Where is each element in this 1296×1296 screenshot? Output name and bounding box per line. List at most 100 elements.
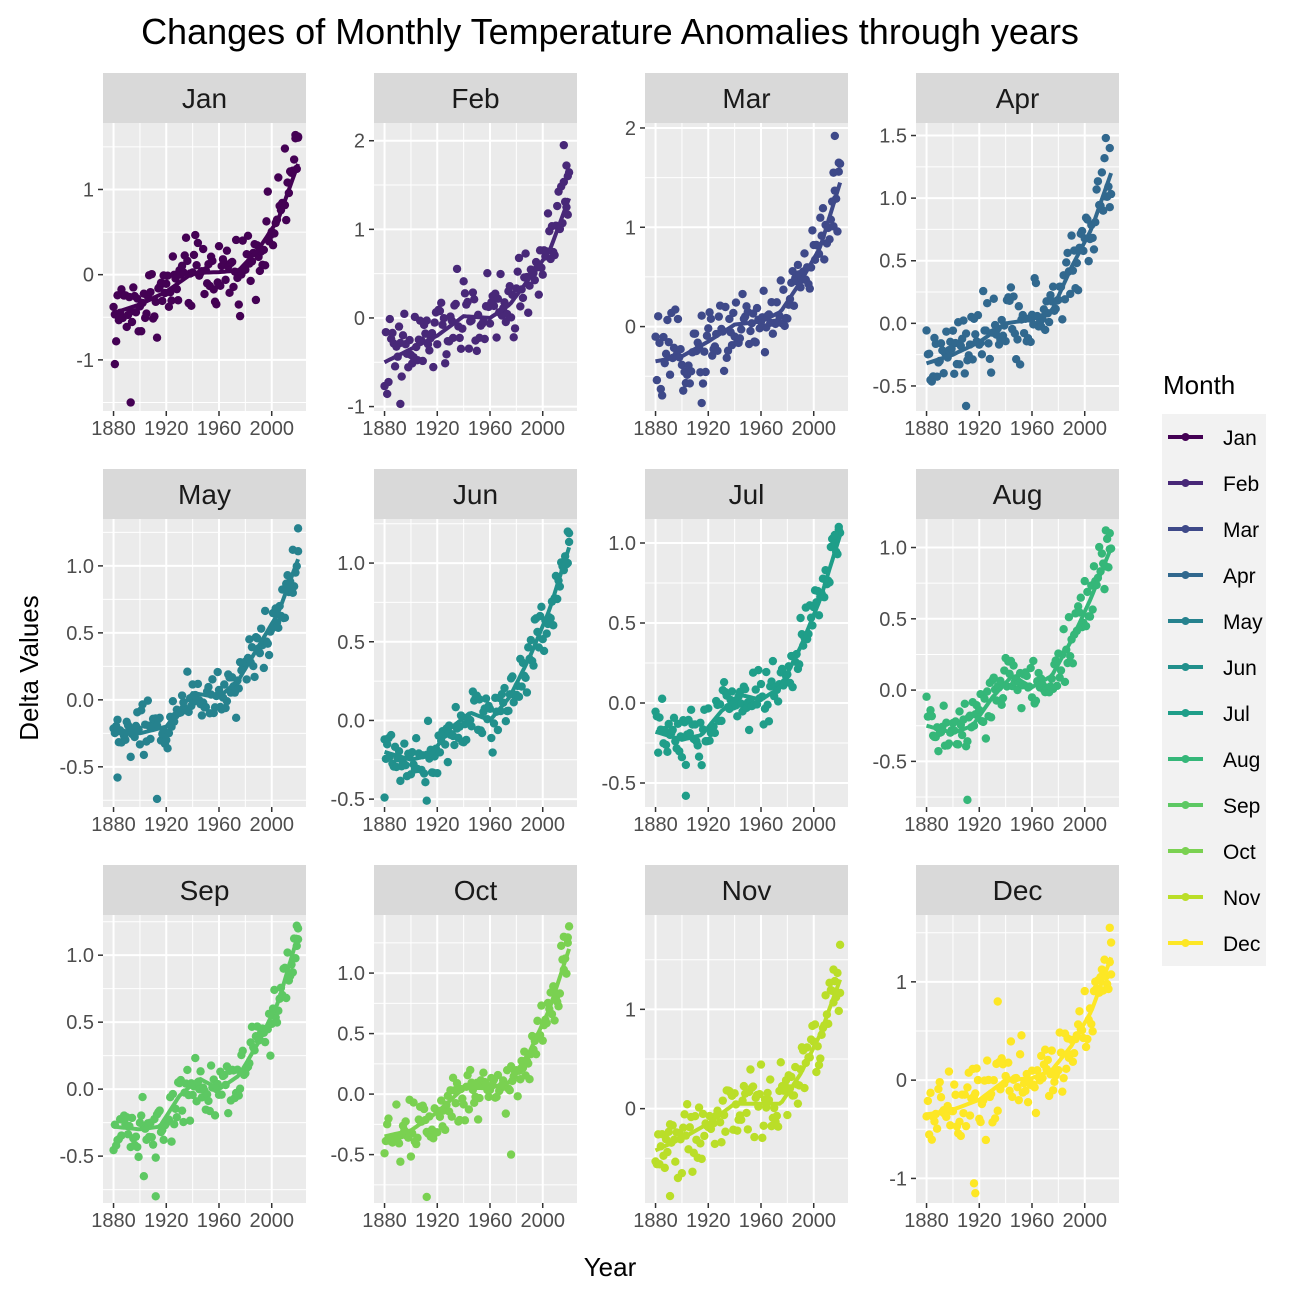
facet-strip (374, 469, 577, 519)
data-point (960, 369, 969, 378)
data-point (521, 673, 530, 683)
panel-background (916, 123, 1119, 411)
data-point (772, 298, 782, 307)
data-point (529, 661, 538, 670)
data-point (957, 730, 967, 740)
facet-panel-jun: Jun 1880 1920 1960 2000 -0.5 0.0 0.5 1.0 (331, 469, 577, 836)
data-point (982, 299, 992, 308)
data-point (693, 741, 702, 750)
data-point (729, 308, 738, 318)
data-point (1077, 226, 1087, 236)
data-point (777, 664, 787, 674)
data-point (1088, 1027, 1097, 1036)
data-point (516, 302, 525, 311)
data-point (539, 646, 549, 656)
panel-background (916, 915, 1119, 1203)
data-point (554, 1002, 563, 1011)
data-point (488, 748, 497, 757)
data-point (735, 334, 745, 343)
data-point (185, 1116, 195, 1125)
legend-background (1162, 414, 1266, 966)
data-point (1054, 1066, 1063, 1075)
data-point (829, 168, 838, 177)
data-point (759, 1121, 768, 1130)
data-point (956, 1131, 966, 1141)
data-point (751, 338, 760, 347)
data-point (1006, 283, 1016, 292)
x-tick-label: 1960 (1010, 814, 1055, 836)
data-point (550, 1016, 559, 1025)
legend-label: Feb (1223, 473, 1259, 496)
data-point (1014, 302, 1024, 311)
data-point (1084, 256, 1093, 266)
data-point (469, 295, 479, 304)
data-point (1006, 1037, 1016, 1046)
data-point (139, 750, 149, 760)
data-point (816, 213, 825, 222)
data-point (443, 757, 453, 767)
data-point (1067, 231, 1076, 240)
data-point (109, 302, 118, 312)
data-point (216, 281, 225, 290)
data-point (1069, 1048, 1079, 1058)
data-point (982, 687, 992, 696)
data-point (429, 362, 438, 372)
data-point (242, 675, 251, 684)
data-point (812, 1067, 821, 1077)
data-point (384, 1114, 393, 1123)
data-point (830, 530, 840, 540)
data-point (212, 300, 221, 309)
data-point (656, 384, 666, 394)
data-point (168, 1089, 178, 1099)
y-tick-label: 1.0 (66, 945, 94, 967)
data-point (677, 1168, 687, 1178)
legend-label: Sep (1223, 795, 1260, 818)
data-point (671, 1157, 680, 1166)
data-point (1047, 1046, 1056, 1055)
data-point (760, 348, 770, 357)
legend-item-sep: Sep (1168, 795, 1260, 818)
facet-panel-jul: Jul 1880 1920 1960 2000 -0.5 0.0 0.5 1.0 (602, 469, 848, 836)
data-point (464, 344, 474, 353)
facet-strip-label: Jul (729, 479, 765, 510)
data-point (1088, 605, 1097, 614)
data-point (976, 1117, 985, 1127)
data-point (830, 131, 840, 141)
data-point (406, 1152, 416, 1161)
smoothing-line (113, 558, 300, 736)
data-point (800, 249, 809, 258)
data-point (262, 217, 271, 226)
data-point (210, 1111, 220, 1120)
data-point (746, 1065, 755, 1074)
data-point (1017, 1031, 1026, 1040)
data-point (473, 1115, 483, 1124)
facet-panel-mar: Mar 1880 1920 1960 2000 0 1 2 (625, 73, 848, 440)
data-point (513, 1092, 522, 1101)
data-point (783, 314, 792, 323)
data-point (293, 924, 303, 933)
data-point (191, 230, 200, 240)
data-point (514, 692, 524, 701)
data-point (805, 284, 814, 293)
y-tick-label: -0.5 (60, 757, 94, 779)
data-point (408, 747, 417, 757)
data-point (110, 359, 120, 369)
facet-strip-label: Feb (451, 83, 499, 114)
facet-panel-aug: Aug 1880 1920 1960 2000 -0.5 0.0 0.5 1.0 (873, 469, 1119, 836)
data-point (997, 700, 1006, 710)
x-axis-title: Year (584, 1252, 637, 1282)
data-point (437, 298, 446, 308)
data-point (814, 611, 824, 620)
data-point (1085, 612, 1095, 621)
data-point (187, 301, 196, 311)
data-point (439, 314, 449, 323)
data-point (134, 1152, 143, 1162)
data-point (776, 1058, 785, 1067)
data-point (669, 713, 679, 722)
data-point (253, 634, 262, 643)
x-tick-label: 1920 (415, 1210, 460, 1232)
data-point (146, 287, 155, 297)
data-point (772, 1111, 782, 1121)
data-point (1044, 317, 1054, 327)
data-point (381, 327, 391, 337)
